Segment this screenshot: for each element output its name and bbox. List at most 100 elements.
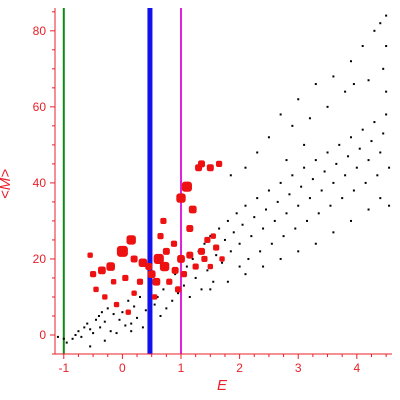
black-point: [226, 219, 229, 222]
black-point: [388, 166, 391, 169]
black-point: [349, 60, 352, 63]
black-point: [273, 219, 276, 222]
red-point: [216, 160, 223, 167]
black-point: [89, 345, 92, 348]
black-point: [367, 159, 370, 162]
red-point: [176, 193, 186, 203]
black-point: [323, 170, 326, 173]
black-point: [77, 330, 80, 333]
red-point: [87, 252, 93, 258]
black-point: [373, 121, 376, 124]
black-point: [282, 235, 285, 238]
black-point: [100, 311, 103, 314]
red-point: [160, 217, 167, 225]
red-point: [136, 278, 144, 285]
black-point: [314, 83, 317, 86]
red-point: [201, 255, 208, 263]
red-point: [157, 233, 164, 240]
black-point: [311, 178, 314, 181]
red-point: [162, 247, 170, 255]
black-point: [99, 326, 102, 329]
black-point: [317, 212, 320, 215]
red-point: [159, 261, 170, 272]
black-point: [95, 318, 98, 321]
red-point: [206, 164, 214, 172]
red-point: [181, 181, 192, 192]
black-point: [80, 335, 83, 338]
black-point: [338, 143, 341, 146]
red-point: [192, 263, 199, 270]
red-point: [113, 301, 120, 308]
red-point: [198, 247, 206, 255]
black-point: [153, 303, 156, 306]
black-point: [244, 273, 247, 276]
black-point: [326, 151, 329, 154]
red-point: [147, 270, 156, 279]
black-point: [74, 333, 77, 336]
red-point: [174, 286, 182, 293]
black-point: [361, 128, 364, 131]
black-point: [332, 181, 335, 184]
black-point: [385, 45, 388, 48]
black-point: [97, 314, 100, 317]
black-point: [171, 299, 174, 302]
x-ticks: -1 0 1 2 3 4: [58, 354, 387, 375]
black-point: [203, 242, 206, 245]
red-point: [180, 271, 188, 278]
black-point: [379, 151, 382, 154]
black-point: [294, 227, 297, 230]
black-point: [352, 189, 355, 192]
black-point: [364, 181, 367, 184]
black-point: [124, 324, 127, 327]
black-point: [367, 79, 370, 82]
red-point: [207, 263, 214, 270]
black-point: [130, 330, 133, 333]
black-point: [238, 265, 241, 268]
black-point: [200, 288, 203, 291]
black-point: [303, 166, 306, 169]
black-point: [209, 288, 212, 291]
black-point: [326, 105, 329, 108]
black-point: [303, 143, 306, 146]
red-point: [204, 236, 211, 244]
black-point: [367, 208, 370, 211]
black-point: [83, 326, 86, 329]
black-point: [256, 151, 259, 154]
red-series: [87, 160, 225, 315]
black-point: [376, 174, 379, 177]
black-point: [141, 326, 144, 329]
y-axis-title: <M>: [0, 169, 14, 199]
black-point: [115, 332, 118, 335]
black-point: [244, 166, 247, 169]
black-point: [332, 231, 335, 234]
black-point: [206, 269, 209, 272]
y-tick-label: 20: [33, 252, 47, 266]
red-point: [106, 262, 115, 271]
black-point: [215, 254, 218, 257]
black-point: [112, 313, 115, 316]
red-point: [152, 277, 161, 286]
black-point: [355, 166, 358, 169]
black-point: [385, 14, 388, 17]
black-point: [212, 280, 215, 283]
black-point: [89, 328, 92, 331]
black-point: [118, 318, 121, 321]
black-point: [279, 181, 282, 184]
black-point: [229, 174, 232, 177]
black-point: [256, 197, 259, 200]
black-point: [106, 307, 109, 310]
black-point: [291, 174, 294, 177]
red-point: [166, 278, 173, 285]
black-point: [86, 322, 89, 325]
black-point: [136, 316, 139, 319]
black-point: [335, 162, 338, 165]
black-point: [218, 227, 221, 230]
black-point: [191, 257, 194, 260]
black-point: [300, 185, 303, 188]
black-point: [177, 292, 180, 295]
black-point: [264, 208, 267, 211]
red-point: [130, 255, 138, 263]
red-point: [198, 160, 206, 168]
red-point: [177, 255, 185, 263]
